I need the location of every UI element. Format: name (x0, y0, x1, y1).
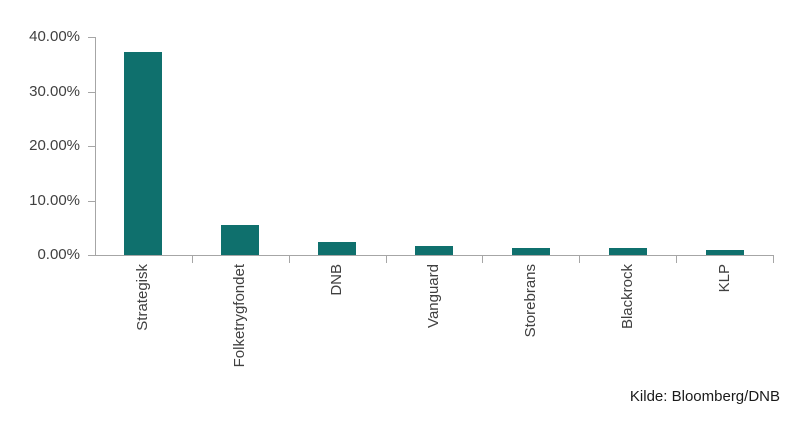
y-tick-label: 40.00% (29, 28, 80, 45)
x-axis-line (95, 255, 774, 256)
category-label-wrap: DNB (328, 264, 346, 296)
y-tick (88, 200, 95, 202)
x-tick (579, 256, 581, 263)
y-tick-label: 20.00% (29, 137, 80, 154)
category-label: DNB (328, 264, 346, 296)
bar-vanguard (415, 245, 453, 255)
bar-blackrock (608, 247, 647, 255)
category-label-wrap: KLP (716, 264, 734, 292)
y-tick (88, 146, 95, 147)
category-label: Storebrans (521, 264, 539, 338)
source-label: Kilde: Bloomberg/DNB (629, 388, 780, 405)
x-tick (676, 256, 678, 263)
bar-storebrans (511, 247, 550, 255)
bar-dnb (318, 241, 357, 255)
category-label: Vanguard (425, 264, 442, 328)
category-label: Strategisk (134, 264, 152, 331)
category-label-wrap: Storebrans (522, 264, 540, 337)
y-axis-line (95, 37, 96, 256)
category-label: KLP (715, 264, 733, 293)
bar-klp (705, 249, 744, 255)
y-tick (88, 255, 95, 256)
category-label: Folketrygfondet (231, 264, 249, 368)
y-tick (88, 37, 95, 38)
x-tick (773, 256, 774, 263)
category-label: Blackrock (618, 264, 636, 330)
bar-folketrygfondet (221, 225, 260, 255)
y-tick-label: 30.00% (29, 82, 80, 100)
x-tick (288, 256, 290, 263)
category-label-wrap: Strategisk (134, 264, 152, 331)
bar-strategisk (124, 52, 163, 255)
y-tick-label: 0.00% (37, 246, 80, 263)
x-tick (385, 256, 387, 263)
x-tick (482, 256, 484, 263)
category-label-wrap: Folketrygfondet (231, 264, 249, 367)
category-label-wrap: Blackrock (619, 264, 637, 329)
y-tick (88, 91, 95, 93)
y-tick-label: 10.00% (29, 191, 80, 209)
x-tick (191, 256, 193, 263)
category-label-wrap: Vanguard (425, 264, 443, 328)
